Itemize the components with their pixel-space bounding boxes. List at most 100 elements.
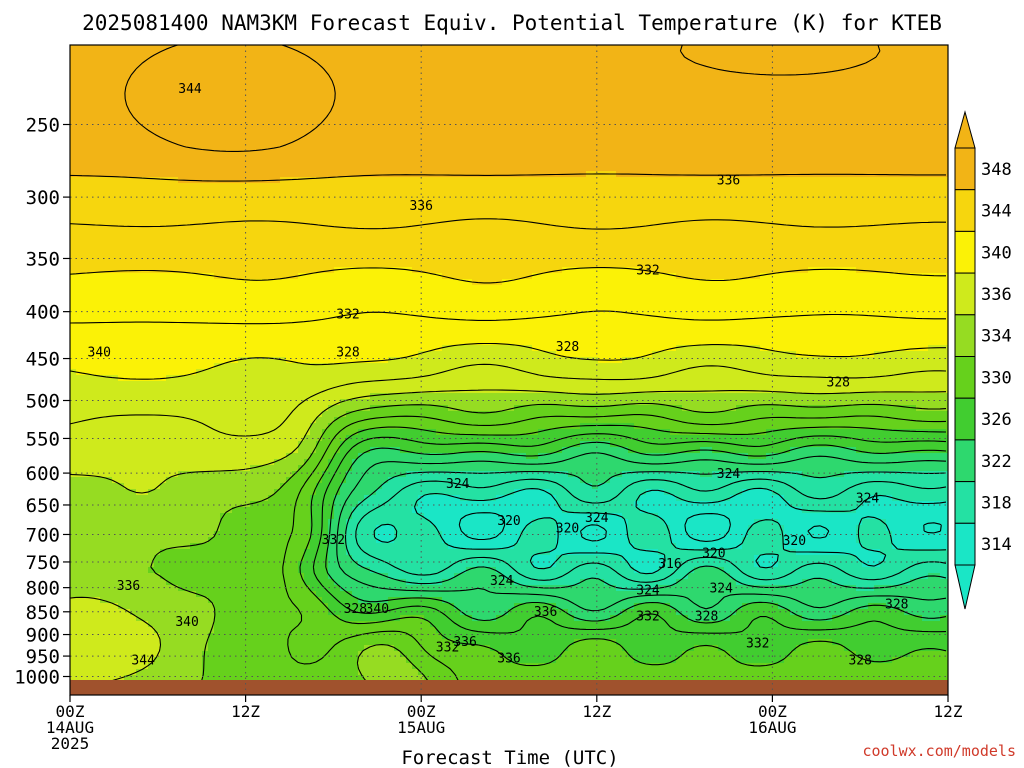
contour-label: 324 — [490, 574, 514, 589]
y-tick-label: 250 — [26, 115, 60, 137]
contour-322 — [344, 471, 947, 590]
contour-label: 324 — [717, 467, 741, 482]
colorbar-label: 326 — [981, 410, 1012, 430]
x-tick-label: 00Z — [758, 702, 787, 721]
y-tick-label: 1000 — [14, 667, 60, 689]
colorbar-bin-326 — [954, 397, 976, 441]
y-tick-label: 700 — [26, 524, 60, 546]
contour-label: 336 — [534, 605, 557, 620]
x-tick-label: 12Z — [934, 702, 963, 721]
contour-label: 340 — [175, 615, 198, 630]
colorbar-label: 348 — [981, 160, 1012, 180]
y-tick-label: 300 — [26, 187, 60, 209]
contour-label: 328 — [556, 340, 579, 355]
colorbar-label: 314 — [981, 535, 1012, 555]
y-tick-label: 500 — [26, 391, 60, 413]
y-tick-label: 750 — [26, 552, 60, 574]
colorbar-bin-334 — [954, 314, 976, 357]
contour-label: 344 — [131, 653, 155, 668]
y-tick-label: 850 — [26, 602, 60, 624]
colorbar-bin-314 — [954, 522, 976, 566]
y-tick-label: 450 — [26, 349, 60, 371]
ground-terrain — [70, 680, 948, 695]
y-tick-label: 350 — [26, 248, 60, 270]
contour-label: 324 — [585, 511, 609, 526]
plot-frame — [69, 44, 949, 696]
colorbar-bin-340 — [954, 230, 976, 274]
contour-label: 336 — [117, 579, 140, 594]
x-tick-label: 16AUG — [748, 718, 796, 737]
y-axis: 2503003504004505005506006507007508008509… — [14, 115, 70, 689]
contour-label: 336 — [409, 199, 432, 214]
colorbar-bin-318 — [954, 481, 976, 524]
credit-link[interactable]: coolwx.com/models — [862, 742, 1016, 760]
contour-label: 320 — [702, 546, 725, 561]
y-tick-label: 950 — [26, 646, 60, 668]
contour-label: 336 — [717, 173, 740, 188]
grid-lines — [70, 45, 948, 695]
contour-label: 324 — [856, 492, 880, 507]
colorbar-bin-336 — [954, 272, 976, 316]
x-tick-label: 14AUG — [46, 718, 94, 737]
colorbar-label: 334 — [981, 327, 1012, 347]
colorbar-label: 340 — [981, 243, 1012, 263]
contour-label: 336 — [453, 635, 476, 650]
contour-label: 332 — [322, 533, 345, 548]
contour-label: 328 — [695, 610, 718, 625]
colorbar-bottom-arrow — [954, 564, 976, 610]
colorbar-bin-322 — [954, 439, 976, 483]
contour-336 — [70, 389, 947, 684]
contour-334 — [150, 402, 947, 694]
contour-350 — [124, 45, 881, 152]
contour-320 — [355, 478, 947, 583]
contour-332 — [282, 414, 947, 694]
contour-label: 328 — [848, 653, 871, 668]
x-tick-label: 2025 — [51, 734, 90, 753]
colorbar: 348 344 340 336 334 330 326 322 318 314 — [954, 110, 1012, 610]
contour-label: 328 — [344, 602, 367, 617]
contour-lines — [70, 45, 947, 694]
colorbar-bin-330 — [954, 356, 976, 399]
y-tick-label: 650 — [26, 495, 60, 517]
colorbar-top-arrow — [954, 110, 976, 149]
contour-label: 332 — [636, 264, 659, 279]
contour-328 — [312, 433, 947, 634]
contour-label: 340 — [88, 345, 111, 360]
contour-label: 316 — [658, 557, 681, 572]
theta-e-fill-field — [70, 45, 948, 695]
colorbar-label: 318 — [981, 493, 1012, 513]
y-tick-label: 550 — [26, 428, 60, 450]
x-tick-label: 12Z — [231, 702, 260, 721]
contour-label: 332 — [746, 636, 769, 651]
contour-326 — [325, 441, 947, 624]
contour-318 — [373, 487, 947, 575]
colorbar-bin-348 — [954, 147, 976, 191]
contour-label: 332 — [336, 308, 359, 323]
y-tick-label: 600 — [26, 463, 60, 485]
colorbar-label: 330 — [981, 368, 1012, 388]
contour-342 — [70, 310, 946, 325]
x-tick-label: 12Z — [582, 702, 611, 721]
contour-316 — [458, 512, 942, 542]
colorbar-label: 336 — [981, 285, 1012, 305]
colorbar-bin-344 — [954, 189, 976, 232]
contour-label: 328 — [336, 345, 359, 360]
contour-label: 336 — [497, 651, 520, 666]
chart-title: 2025081400 NAM3KM Forecast Equiv. Potent… — [82, 11, 942, 35]
contour-label: 324 — [636, 584, 660, 599]
contour-338 — [70, 363, 947, 437]
colorbar-label: 344 — [981, 202, 1012, 222]
contour-label: 320 — [556, 522, 579, 537]
contour-label: 324 — [709, 582, 733, 597]
contour-label: 332 — [436, 641, 459, 656]
contour-label: 320 — [497, 514, 520, 529]
contour-344 — [70, 267, 946, 284]
contour-label: 328 — [885, 598, 908, 613]
contour-label: 324 — [446, 477, 470, 492]
contour-label: 328 — [827, 376, 850, 391]
y-tick-label: 900 — [26, 625, 60, 647]
